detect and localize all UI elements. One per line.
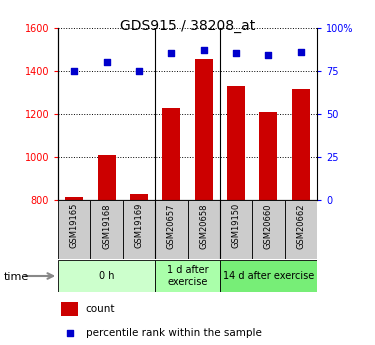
Bar	[98, 155, 116, 200]
Bar	[155, 200, 188, 259]
Text: GSM19150: GSM19150	[231, 203, 240, 248]
Bar	[227, 86, 245, 200]
Bar	[155, 260, 220, 292]
Text: GDS915 / 38208_at: GDS915 / 38208_at	[120, 19, 255, 33]
Text: GSM19165: GSM19165	[70, 203, 79, 248]
Bar	[188, 200, 220, 259]
Text: GSM20662: GSM20662	[296, 203, 305, 248]
Text: GSM20660: GSM20660	[264, 203, 273, 248]
Point	[104, 59, 110, 65]
Bar	[61, 303, 78, 316]
Text: GSM19169: GSM19169	[135, 203, 144, 248]
Point	[168, 51, 174, 56]
Bar	[220, 200, 252, 259]
Text: count: count	[86, 304, 115, 314]
Text: 14 d after exercise: 14 d after exercise	[223, 271, 314, 281]
Point	[136, 68, 142, 73]
Text: percentile rank within the sample: percentile rank within the sample	[86, 328, 262, 338]
Bar	[260, 112, 277, 200]
Bar	[130, 194, 148, 200]
Point	[266, 52, 272, 58]
Text: time: time	[4, 272, 29, 282]
Bar	[220, 260, 317, 292]
Bar	[123, 200, 155, 259]
Bar	[58, 200, 90, 259]
Point	[71, 68, 77, 73]
Point	[233, 51, 239, 56]
Bar	[285, 200, 317, 259]
Text: 0 h: 0 h	[99, 271, 114, 281]
Bar	[90, 200, 123, 259]
Bar	[58, 260, 155, 292]
Point	[67, 330, 73, 336]
Text: GSM19168: GSM19168	[102, 203, 111, 248]
Bar	[292, 89, 310, 200]
Text: 1 d after
exercise: 1 d after exercise	[166, 265, 208, 287]
Text: GSM20657: GSM20657	[167, 203, 176, 248]
Bar	[252, 200, 285, 259]
Point	[298, 49, 304, 55]
Point	[201, 47, 207, 53]
Text: GSM20658: GSM20658	[199, 203, 208, 248]
Bar	[195, 59, 213, 200]
Bar	[65, 197, 83, 200]
Bar	[162, 108, 180, 200]
